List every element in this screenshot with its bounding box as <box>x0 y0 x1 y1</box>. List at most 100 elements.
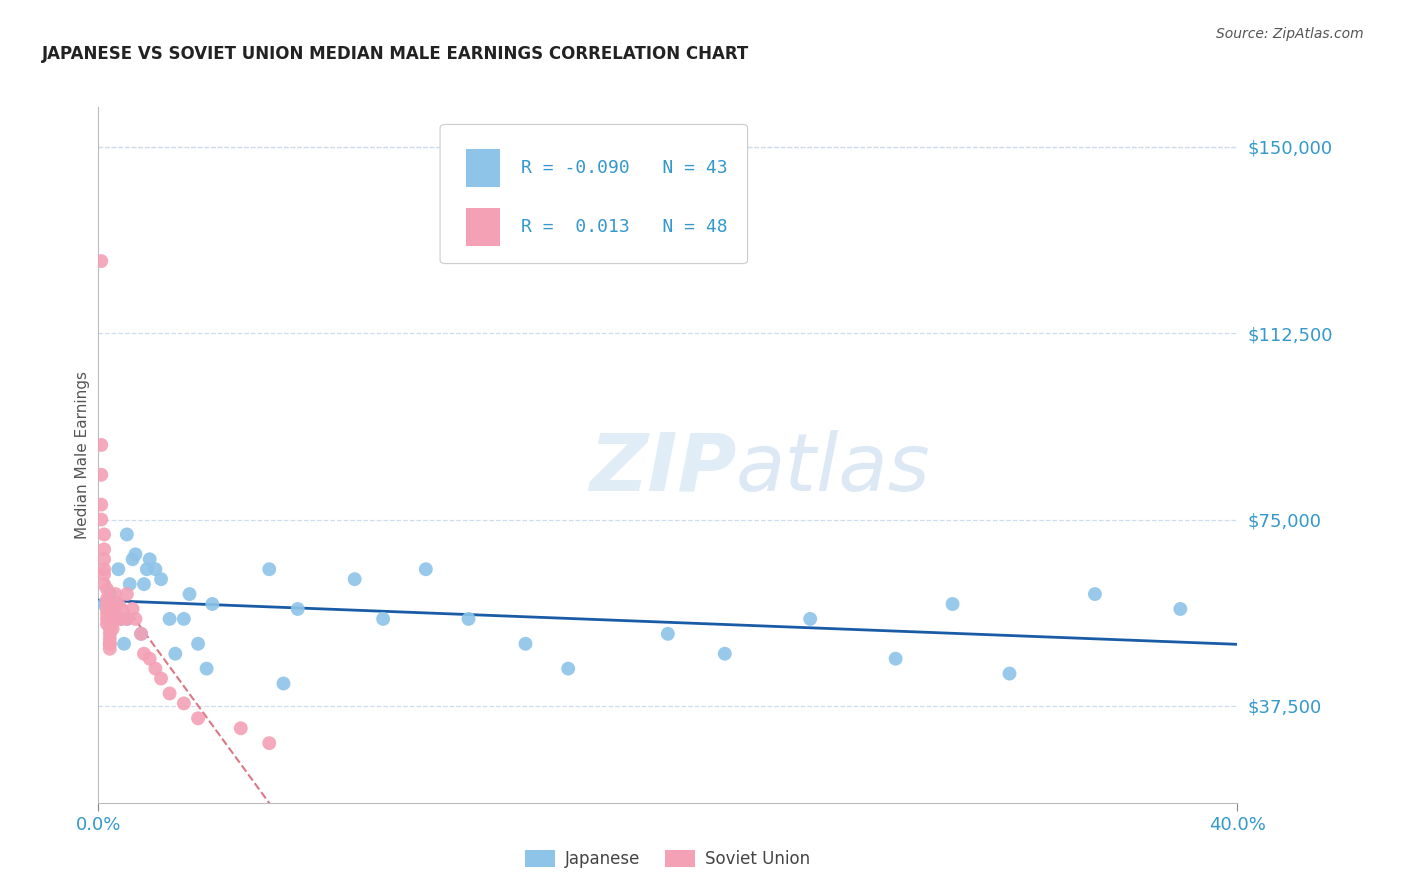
Point <box>93 527 115 541</box>
Point <box>132 577 155 591</box>
Point <box>259 736 281 750</box>
Point <box>107 597 129 611</box>
Point <box>173 612 195 626</box>
Point <box>98 622 121 636</box>
Point <box>98 637 121 651</box>
Point <box>159 686 181 700</box>
Point <box>118 577 141 591</box>
Point <box>714 647 737 661</box>
Point <box>115 587 138 601</box>
Legend: Japanese, Soviet Union: Japanese, Soviet Union <box>519 843 817 874</box>
Text: JAPANESE VS SOVIET UNION MEDIAN MALE EARNINGS CORRELATION CHART: JAPANESE VS SOVIET UNION MEDIAN MALE EAR… <box>42 45 749 62</box>
Point <box>287 602 309 616</box>
Point <box>799 612 821 626</box>
Point <box>515 637 537 651</box>
Point <box>90 498 112 512</box>
Point <box>96 602 118 616</box>
Point <box>557 662 579 676</box>
Text: R = -0.090   N = 43: R = -0.090 N = 43 <box>522 159 727 177</box>
Point <box>998 666 1021 681</box>
Point <box>93 597 115 611</box>
Text: ZIP: ZIP <box>589 430 737 508</box>
Point <box>201 597 224 611</box>
Text: R =  0.013   N = 48: R = 0.013 N = 48 <box>522 218 727 236</box>
Point <box>90 254 112 268</box>
Point <box>98 637 121 651</box>
Point <box>101 622 124 636</box>
Point <box>101 612 124 626</box>
Point <box>98 632 121 646</box>
Point <box>1084 587 1107 601</box>
Point <box>101 602 124 616</box>
Point <box>195 662 218 676</box>
Text: Source: ZipAtlas.com: Source: ZipAtlas.com <box>1216 27 1364 41</box>
Point <box>150 672 173 686</box>
Point <box>150 572 173 586</box>
Point <box>96 616 118 631</box>
Point <box>90 467 112 482</box>
Point <box>115 612 138 626</box>
Point <box>145 562 167 576</box>
Point <box>115 527 138 541</box>
Point <box>98 627 121 641</box>
Point <box>115 612 138 626</box>
Point <box>457 612 479 626</box>
Point <box>90 438 112 452</box>
Point <box>93 567 115 582</box>
Bar <box>467 208 501 246</box>
Bar <box>467 149 501 187</box>
Point <box>104 587 127 601</box>
Point <box>107 562 129 576</box>
Point <box>104 602 127 616</box>
Point <box>90 512 112 526</box>
Point <box>1170 602 1192 616</box>
Point <box>229 721 252 735</box>
Point <box>93 542 115 557</box>
Point <box>129 627 152 641</box>
Point <box>124 547 146 561</box>
Point <box>101 612 124 626</box>
Point <box>159 612 181 626</box>
Point <box>124 612 146 626</box>
Point <box>93 552 115 566</box>
Point <box>135 562 157 576</box>
Point <box>110 612 132 626</box>
Point <box>165 647 187 661</box>
Point <box>138 651 160 665</box>
Point <box>96 582 118 596</box>
Point <box>96 602 118 616</box>
Point <box>187 711 209 725</box>
Point <box>93 562 115 576</box>
Point <box>129 627 152 641</box>
Point <box>273 676 295 690</box>
Point <box>138 552 160 566</box>
Point <box>121 602 143 616</box>
Point <box>132 647 155 661</box>
Point <box>884 651 907 665</box>
Point <box>415 562 437 576</box>
Point <box>112 637 135 651</box>
Point <box>96 597 118 611</box>
Y-axis label: Median Male Earnings: Median Male Earnings <box>75 371 90 539</box>
Point <box>96 607 118 621</box>
Point <box>373 612 395 626</box>
Point <box>93 577 115 591</box>
Point <box>101 607 124 621</box>
Point <box>343 572 366 586</box>
Point <box>657 627 679 641</box>
Point <box>179 587 201 601</box>
Point <box>98 587 121 601</box>
Text: atlas: atlas <box>737 430 931 508</box>
Point <box>110 602 132 616</box>
Point <box>96 612 118 626</box>
Point <box>173 697 195 711</box>
Point <box>259 562 281 576</box>
Point <box>145 662 167 676</box>
Point <box>98 641 121 656</box>
Point <box>110 612 132 626</box>
Point <box>121 552 143 566</box>
Point <box>942 597 965 611</box>
Point <box>187 637 209 651</box>
Point <box>107 612 129 626</box>
Point <box>96 592 118 607</box>
